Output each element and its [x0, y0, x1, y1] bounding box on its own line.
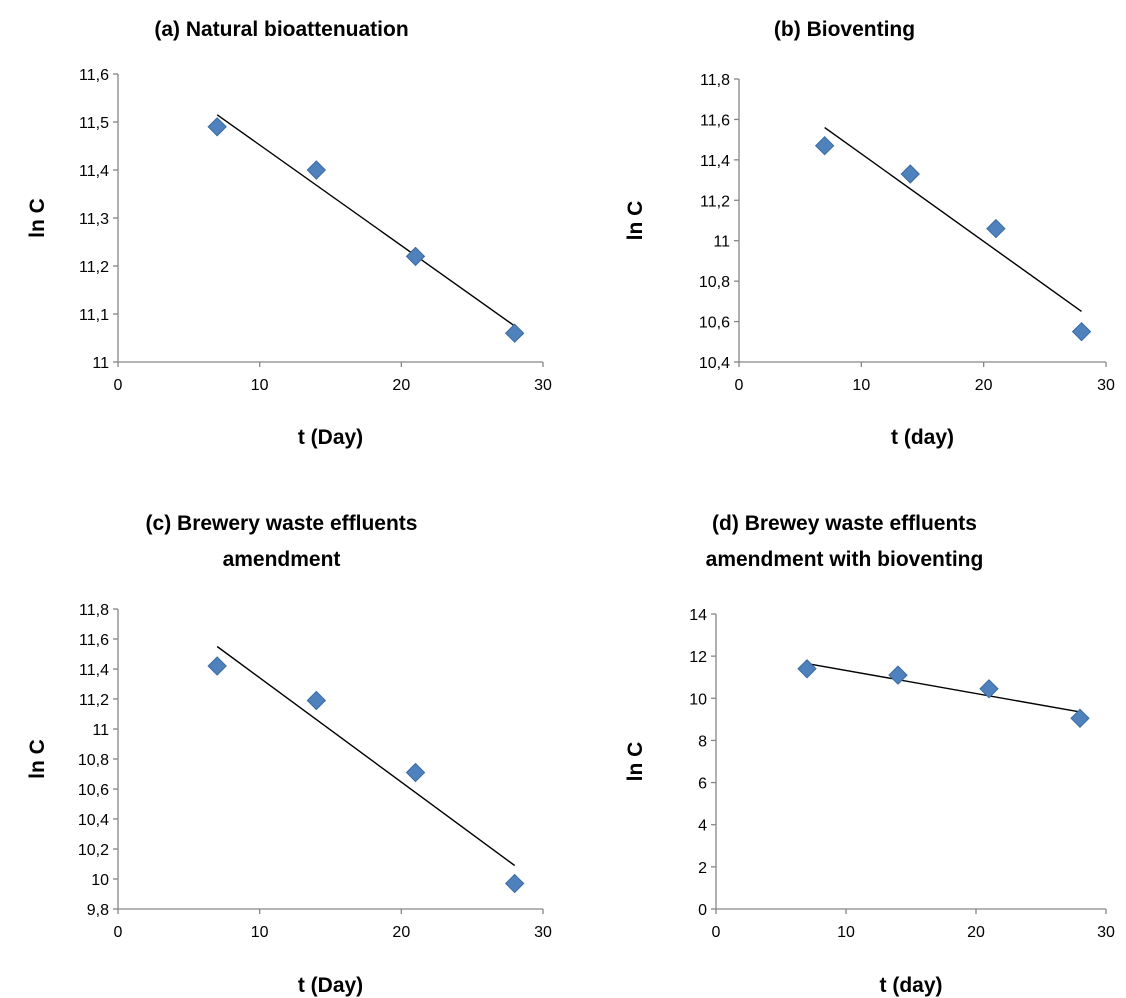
y-tick-label: 11,8 [700, 72, 730, 89]
x-tick-label: 30 [1097, 924, 1115, 941]
y-tick-label: 12 [689, 649, 707, 666]
x-tick-label: 20 [392, 924, 410, 941]
data-point [979, 679, 999, 699]
data-point [888, 665, 908, 685]
x-axis-label: t (Day) [298, 974, 363, 997]
y-tick-label: 2 [698, 860, 707, 877]
y-axis-label: ln C [624, 742, 647, 782]
data-point [207, 117, 227, 137]
x-tick-label: 30 [534, 924, 552, 941]
y-tick-label: 6 [698, 776, 707, 793]
x-tick-label: 30 [1097, 377, 1115, 394]
chart-title-line-2: amendment with bioventing [705, 548, 984, 571]
y-tick-label: 11,6 [79, 67, 109, 84]
y-tick-label: 11,1 [79, 307, 109, 324]
data-point [986, 218, 1006, 239]
data-point [504, 873, 525, 894]
y-tick-label: 10,6 [78, 782, 109, 799]
y-tick-label: 14 [689, 607, 707, 624]
trendline [824, 126, 1082, 313]
x-axis-label: t (day) [891, 426, 954, 449]
data-point [504, 323, 525, 343]
chart-plot: 10,4 10,6 10,8 11 11,2 11,4 11,6 11,8 0 10 20 30 t (… [624, 72, 1115, 449]
trendline [216, 114, 516, 327]
x-tick-label: 0 [735, 377, 744, 394]
data-point [1071, 321, 1092, 342]
chart-title-line-1: (b) Bioventing [773, 18, 916, 41]
chart-plot: 11 11,1 11,2 11,3 11,4 11,5 11,6 0 10 20 30 t (Day)… [26, 67, 552, 449]
trendline [806, 662, 1081, 713]
x-tick-label: 20 [392, 377, 410, 394]
y-axis-label: ln C [26, 739, 49, 779]
y-tick-label: 10 [91, 872, 109, 889]
chart-title: (d) Brewey waste effluents amendment wit… [563, 506, 1126, 578]
chart-title-line-1: (d) Brewey waste effluents [712, 512, 977, 535]
x-tick-label: 10 [251, 924, 269, 941]
y-tick-label: 8 [698, 733, 707, 750]
chart-title-line-2: amendment [222, 548, 341, 571]
data-point [207, 656, 227, 676]
trendline [216, 645, 516, 867]
x-axis-label: t (day) [880, 974, 943, 997]
chart-plot: 9,8 10 10,2 10,4 10,6 10,8 11 11,2 11,4 11,6 11,8 0… [26, 602, 552, 997]
data-point [900, 164, 920, 184]
y-tick-label: 11 [92, 355, 109, 372]
chart-title: (a) Natural bioattenuation [0, 12, 563, 48]
chart-title-line-1: (c) Brewery waste effluents [145, 512, 418, 535]
y-tick-label: 11,6 [79, 632, 109, 649]
y-tick-label: 11,3 [79, 211, 109, 228]
x-tick-label: 0 [114, 377, 123, 394]
y-tick-label: 11 [92, 722, 109, 739]
y-tick-label: 10,6 [699, 315, 730, 332]
x-tick-label: 20 [967, 924, 985, 941]
data-point [797, 659, 817, 679]
x-tick-label: 0 [114, 924, 123, 941]
y-tick-label: 11,2 [79, 692, 109, 709]
y-tick-label: 11 [713, 234, 730, 251]
y-tick-label: 10,4 [699, 355, 730, 372]
y-tick-label: 9,8 [87, 902, 109, 919]
data-point [405, 762, 426, 783]
y-tick-label: 11,4 [700, 153, 730, 170]
data-point [405, 246, 426, 267]
chart-panel-d: (d) Brewey waste effluents amendment wit… [563, 499, 1126, 998]
y-axis-label: ln C [624, 201, 647, 241]
x-tick-label: 10 [852, 377, 870, 394]
chart-plot: 0 2 4 6 8 10 12 14 0 10 20 30 t (day) ln C [624, 607, 1115, 997]
data-point [1070, 708, 1090, 729]
y-tick-label: 10,8 [78, 752, 109, 769]
y-tick-label: 4 [698, 818, 707, 835]
x-tick-label: 0 [712, 924, 721, 941]
y-tick-label: 10,2 [78, 842, 109, 859]
y-tick-label: 11,2 [700, 193, 730, 210]
data-point [306, 690, 327, 711]
y-tick-label: 0 [698, 902, 707, 919]
y-tick-label: 11,4 [79, 163, 109, 180]
y-axis-label: ln C [26, 198, 49, 238]
y-tick-label: 11,6 [700, 112, 730, 129]
x-tick-label: 10 [837, 924, 855, 941]
chart-title: (b) Bioventing [563, 12, 1126, 48]
data-point [306, 160, 327, 180]
chart-panel-c: (c) Brewery waste effluents amendment 9,… [0, 499, 563, 998]
x-tick-label: 30 [534, 377, 552, 394]
x-tick-label: 20 [975, 377, 993, 394]
x-tick-label: 10 [251, 377, 269, 394]
chart-panel-b: (b) Bioventing 10,4 10,6 10,8 11 11,2 11,4 11,… [563, 0, 1126, 499]
x-axis-label: t (Day) [298, 426, 363, 449]
y-tick-label: 10,8 [699, 274, 730, 291]
chart-title: (c) Brewery waste effluents amendment [0, 506, 563, 578]
data-point [814, 136, 835, 156]
y-tick-label: 10 [689, 691, 707, 708]
y-tick-label: 11,4 [79, 662, 109, 679]
y-tick-label: 11,2 [79, 259, 109, 276]
chart-title-line-1: (a) Natural bioattenuation [154, 18, 409, 41]
chart-panel-a: (a) Natural bioattenuation 11 11,1 11,2 11,… [0, 0, 563, 499]
y-tick-label: 11,5 [79, 115, 109, 132]
y-tick-label: 10,4 [78, 812, 109, 829]
y-tick-label: 11,8 [79, 602, 109, 619]
